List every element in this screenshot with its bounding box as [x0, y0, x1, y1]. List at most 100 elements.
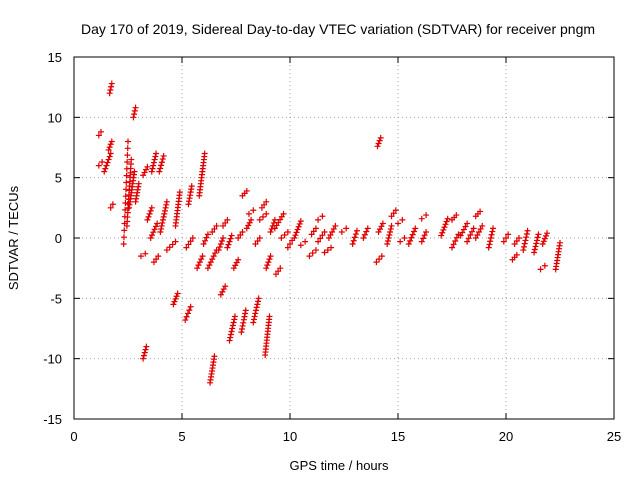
data-point [215, 247, 222, 254]
data-point [160, 152, 167, 159]
data-point [513, 238, 520, 245]
data-point [351, 234, 358, 241]
data-point [280, 210, 287, 217]
data-point [374, 143, 381, 150]
data-point [321, 228, 328, 235]
data-point [183, 313, 190, 320]
data-point [150, 259, 157, 266]
data-point [108, 138, 115, 145]
data-point [152, 153, 159, 160]
data-point [263, 265, 270, 272]
data-point [462, 223, 469, 230]
data-point [291, 235, 298, 241]
data-point [376, 256, 383, 263]
data-point [399, 216, 406, 223]
data-point [287, 241, 293, 248]
data-point [306, 253, 313, 260]
data-point [140, 172, 147, 179]
plot-frame [73, 56, 615, 420]
data-point [158, 222, 165, 229]
data-point [217, 291, 224, 298]
data-point [202, 237, 209, 244]
y-tick-label: 5 [55, 171, 62, 186]
data-point [155, 253, 162, 260]
y-axis-label: SDTVAR / TECUs [6, 185, 21, 290]
data-point [412, 225, 419, 232]
data-point [172, 295, 179, 302]
data-point [275, 268, 282, 275]
data-point [187, 303, 194, 310]
data-point [315, 238, 322, 245]
data-point [487, 235, 494, 241]
data-points [95, 80, 563, 386]
data-point [387, 228, 394, 235]
data-point [388, 213, 395, 220]
data-point [522, 237, 529, 244]
data-point [148, 204, 155, 211]
data-point [260, 213, 266, 220]
y-tick-label: 0 [55, 231, 62, 246]
data-point [349, 241, 356, 248]
data-point [246, 219, 253, 226]
data-point [95, 132, 102, 139]
data-point [253, 304, 260, 311]
data-point [228, 232, 235, 239]
data-point [150, 162, 157, 169]
data-point [540, 238, 547, 245]
data-point [130, 114, 137, 121]
data-point [220, 222, 227, 229]
data-point [395, 220, 401, 227]
data-point [152, 223, 159, 230]
data-point [379, 220, 386, 227]
data-point [465, 235, 472, 242]
data-point [254, 301, 261, 308]
data-point [405, 241, 412, 248]
data-point [140, 352, 147, 359]
data-point [238, 329, 245, 336]
data-point [252, 307, 259, 314]
data-point [99, 158, 106, 165]
data-point [343, 225, 350, 232]
data-point [250, 316, 257, 323]
data-point [144, 216, 151, 223]
data-point [533, 240, 540, 247]
data-point [228, 328, 235, 335]
data-point [104, 159, 111, 166]
data-point [256, 235, 263, 241]
data-point [464, 220, 471, 227]
data-point [225, 241, 232, 248]
data-point [142, 250, 149, 257]
data-point [163, 201, 170, 208]
data-point [131, 168, 138, 175]
data-point [328, 244, 335, 251]
data-point [200, 241, 207, 248]
data-point [187, 238, 194, 245]
data-point [218, 238, 225, 245]
data-point [444, 215, 451, 222]
data-point [149, 165, 156, 172]
data-point [325, 235, 332, 241]
x-tick-label: 0 [70, 429, 77, 444]
data-point [154, 220, 161, 227]
data-point [106, 90, 113, 97]
data-point [505, 231, 512, 238]
data-point [235, 235, 242, 241]
data-point [220, 235, 227, 241]
data-point [121, 227, 128, 234]
data-point [421, 232, 428, 239]
data-point [102, 165, 109, 172]
data-point [158, 225, 165, 232]
data-point [420, 235, 427, 242]
data-point [490, 225, 497, 232]
data-point [108, 83, 115, 90]
data-point [468, 228, 475, 235]
data-point [120, 241, 127, 248]
data-point [245, 210, 252, 217]
data-point [500, 238, 507, 245]
data-point [166, 244, 173, 251]
data-point [169, 241, 176, 248]
data-point [123, 179, 130, 186]
data-point [106, 144, 113, 151]
data-point [239, 322, 246, 329]
data-point [147, 207, 154, 214]
